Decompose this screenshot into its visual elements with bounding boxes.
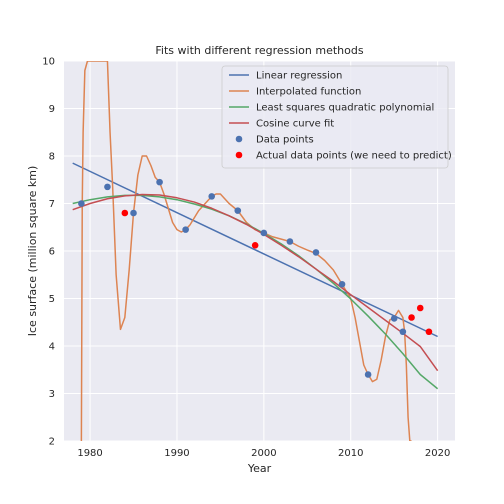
point-data-points xyxy=(78,200,85,207)
point-actual-data-points-we-need-to-predict xyxy=(416,304,424,312)
point-actual-data-points-we-need-to-predict xyxy=(121,209,129,217)
series-line-interpolated-function xyxy=(80,61,412,441)
series-layer xyxy=(72,61,439,441)
point-data-points xyxy=(104,183,111,191)
y-tick-label: 8 xyxy=(49,152,55,163)
point-data-points xyxy=(312,249,320,256)
point-actual-data-points-we-need-to-predict xyxy=(425,328,433,336)
legend-label-interpolated-function: Interpolated function xyxy=(256,87,361,98)
series-line-cosine-curve-fit xyxy=(72,193,439,372)
x-tick-label: 2020 xyxy=(425,448,450,459)
y-tick-label: 10 xyxy=(42,57,55,68)
chart-title: Fits with different regression methods xyxy=(155,44,363,57)
legend-box xyxy=(221,65,449,169)
point-data-points xyxy=(234,207,242,214)
y-tick-label: 6 xyxy=(49,247,55,258)
y-tick-label: 7 xyxy=(49,199,55,210)
point-data-points xyxy=(260,229,268,237)
x-tick-label: 1990 xyxy=(164,448,189,459)
x-tick-label: 2010 xyxy=(338,448,363,459)
y-tick-label: 2 xyxy=(49,437,55,448)
x-tick-label: 2000 xyxy=(251,448,276,459)
point-data-points xyxy=(182,226,189,233)
point-data-points xyxy=(208,193,216,200)
point-data-points xyxy=(399,328,407,336)
legend-label-least-squares-quadratic-polynomial: Least squares quadratic polynomial xyxy=(256,103,434,114)
y-tick-label: 9 xyxy=(49,104,55,115)
legend-label-actual-data-points-we-need-to-predict: Actual data points (we need to predict) xyxy=(256,151,452,162)
x-axis-title: Year xyxy=(247,462,272,475)
point-data-points xyxy=(156,178,163,186)
y-axis-title: Ice surface (million square km) xyxy=(26,166,39,336)
point-data-points xyxy=(286,238,294,245)
legend: Linear regression Interpolated function Le… xyxy=(221,65,452,169)
y-tick-label: 4 xyxy=(49,342,55,353)
legend-label-data-points: Data points xyxy=(256,135,314,146)
point-actual-data-points-we-need-to-predict xyxy=(251,242,259,249)
x-tick-label: 1980 xyxy=(77,448,102,459)
point-data-points xyxy=(364,371,372,378)
point-data-points xyxy=(338,280,346,288)
y-tick-label: 3 xyxy=(49,389,55,400)
legend-label-cosine-curve-fit: Cosine curve fit xyxy=(256,119,334,130)
legend-swatch-actual-data-points-we-need-to-predict xyxy=(235,151,243,159)
point-data-points xyxy=(390,315,398,322)
point-actual-data-points-we-need-to-predict xyxy=(408,314,415,321)
legend-label-linear-regression: Linear regression xyxy=(256,71,342,82)
tick-labels: 1980 1990 2000 2010 2020 2 3 4 5 6 7 8 9 10 xyxy=(42,57,450,460)
series-line-linear-regression xyxy=(72,162,438,338)
y-tick-label: 5 xyxy=(49,294,55,305)
point-data-points xyxy=(130,209,137,217)
legend-swatch-data-points xyxy=(235,135,243,143)
